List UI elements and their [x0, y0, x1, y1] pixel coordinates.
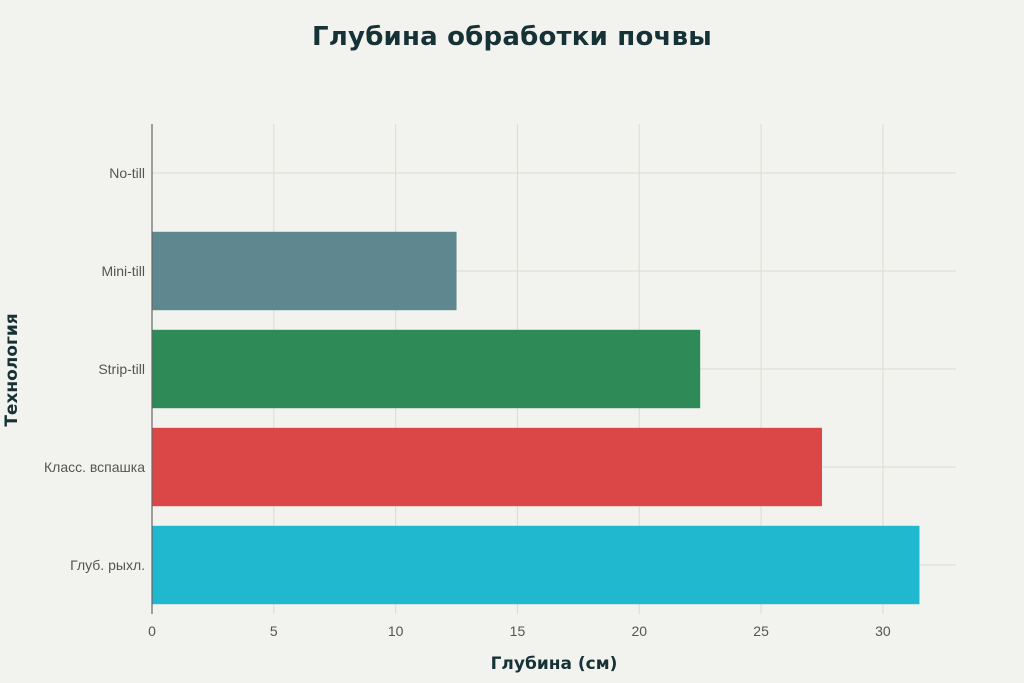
x-axis-title: Глубина (см): [490, 654, 618, 674]
bar: [152, 231, 457, 311]
y-tick-label: Mini-till: [101, 263, 145, 279]
x-tick-label: 20: [631, 623, 647, 639]
bar: [152, 329, 701, 409]
bar: [152, 427, 822, 507]
chart-title: Глубина обработки почвы: [312, 22, 712, 52]
x-tick-label: 0: [148, 623, 156, 639]
x-tick-label: 5: [270, 623, 278, 639]
x-tick-label: 25: [753, 623, 769, 639]
y-tick-label: Класс. вспашка: [44, 459, 145, 475]
y-tick-label: No-till: [109, 165, 145, 181]
y-tick-label: Глуб. рыхл.: [70, 557, 145, 573]
y-tick-label: Strip-till: [98, 361, 145, 377]
x-tick-label: 10: [388, 623, 404, 639]
x-tick-label: 30: [875, 623, 891, 639]
bar: [152, 525, 920, 605]
y-axis-title: Технология: [2, 313, 22, 427]
x-tick-label: 15: [510, 623, 526, 639]
